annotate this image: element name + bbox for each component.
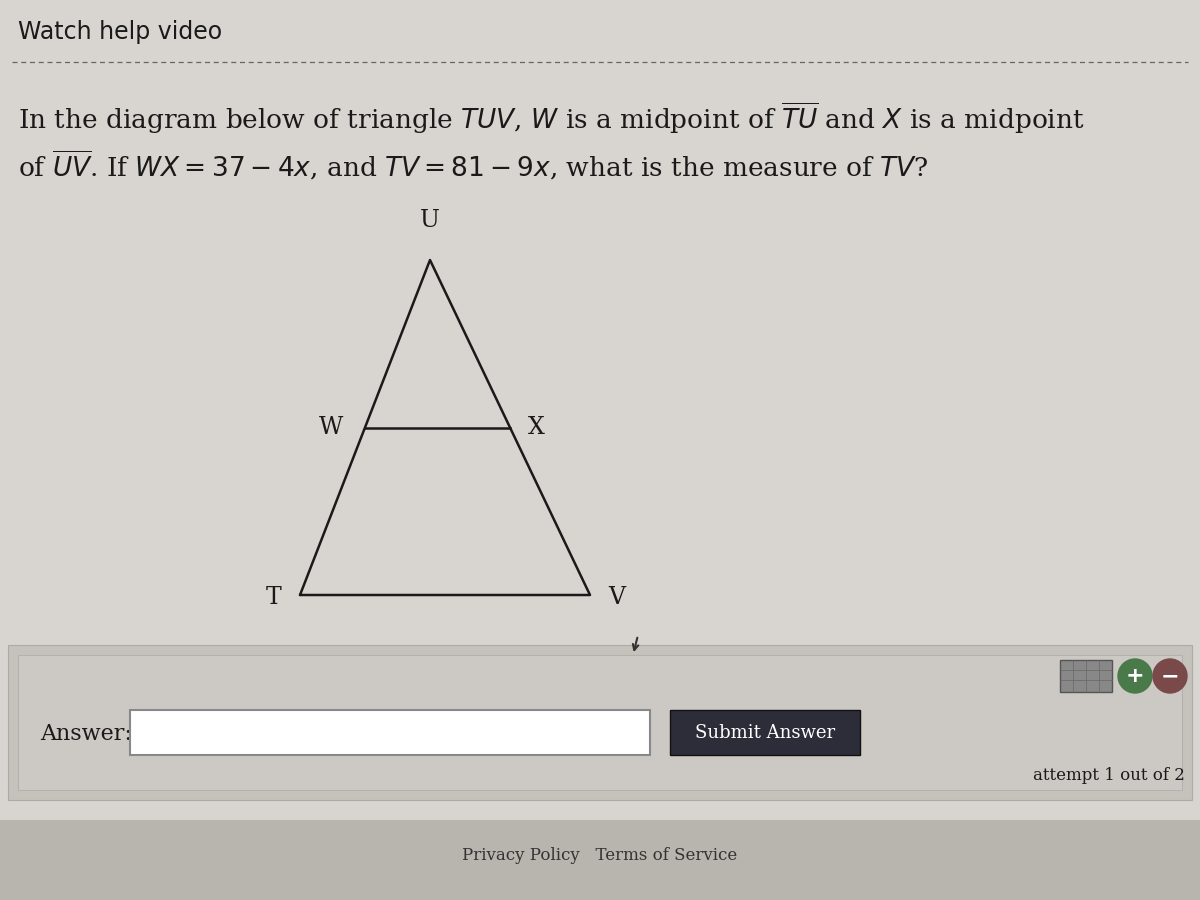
Bar bbox=[670, 710, 860, 755]
Bar bbox=[18, 655, 1182, 790]
Text: V: V bbox=[608, 586, 625, 608]
Text: Watch help video: Watch help video bbox=[18, 20, 222, 44]
Text: W: W bbox=[319, 416, 343, 439]
Text: attempt 1 out of 2: attempt 1 out of 2 bbox=[1033, 767, 1186, 784]
Text: Submit Answer: Submit Answer bbox=[695, 724, 835, 742]
Text: Privacy Policy   Terms of Service: Privacy Policy Terms of Service bbox=[462, 848, 738, 865]
Bar bbox=[1060, 660, 1112, 692]
Text: of $\overline{UV}$. If $WX = 37 - 4x$, and $TV = 81 - 9x$, what is the measure o: of $\overline{UV}$. If $WX = 37 - 4x$, a… bbox=[18, 148, 929, 182]
Bar bbox=[130, 710, 650, 755]
Text: X: X bbox=[528, 416, 545, 439]
Text: −: − bbox=[1160, 666, 1180, 686]
Circle shape bbox=[1153, 659, 1187, 693]
Text: Answer:: Answer: bbox=[40, 723, 132, 745]
Bar bbox=[0, 820, 1200, 900]
Text: U: U bbox=[420, 209, 440, 232]
Text: +: + bbox=[1126, 666, 1145, 686]
Text: In the diagram below of triangle $\mathit{TUV}$, $\mathit{W}$ is a midpoint of $: In the diagram below of triangle $\mathi… bbox=[18, 100, 1085, 136]
Circle shape bbox=[1118, 659, 1152, 693]
Bar bbox=[8, 645, 1192, 800]
Text: T: T bbox=[266, 586, 282, 608]
